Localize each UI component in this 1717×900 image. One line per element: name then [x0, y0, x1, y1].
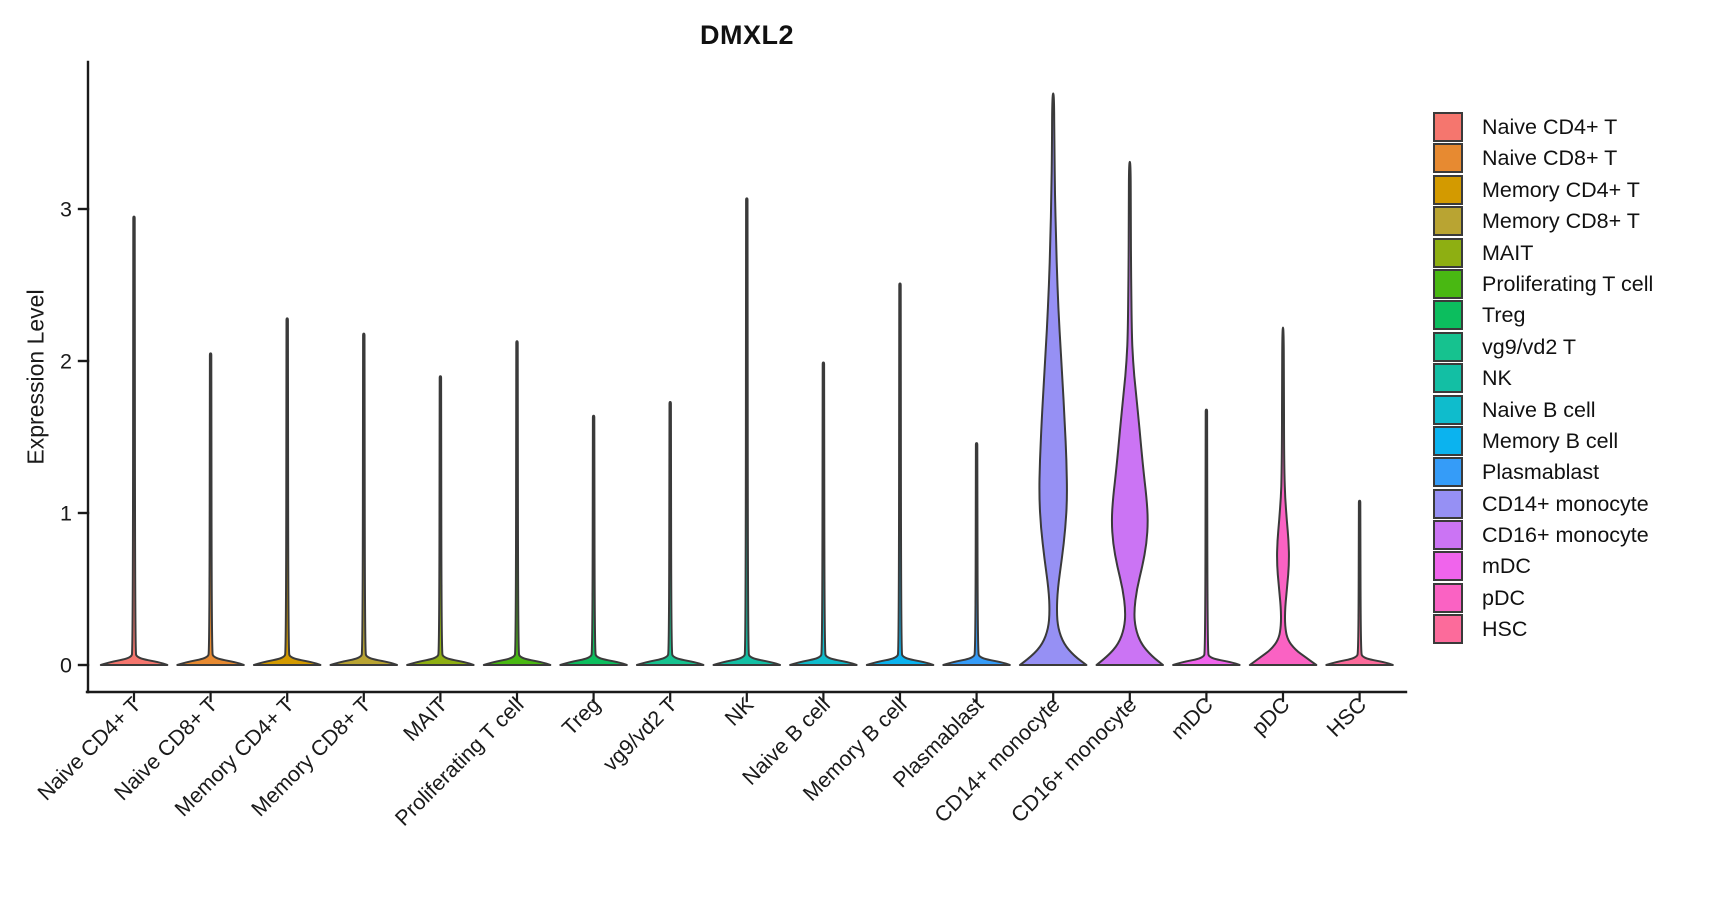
legend-label: mDC	[1482, 554, 1531, 579]
legend-label: CD16+ monocyte	[1482, 523, 1649, 548]
y-tick-label: 1	[60, 502, 72, 526]
legend-label: Treg	[1482, 303, 1526, 328]
legend-swatch	[1433, 331, 1463, 362]
legend-label: HSC	[1482, 617, 1528, 642]
violin-naive-b-cell	[789, 361, 858, 666]
legend-label: NK	[1482, 366, 1512, 391]
legend-swatch	[1433, 206, 1463, 237]
x-tick-label: HSC	[1322, 693, 1371, 742]
y-tick-label: 0	[60, 654, 72, 678]
legend-item: CD16+ monocyte	[1433, 520, 1653, 551]
legend-label: Naive B cell	[1482, 397, 1596, 422]
legend-item: Memory CD4+ T	[1433, 174, 1653, 205]
violin-memory-cd8-t	[329, 332, 398, 666]
legend-item: vg9/vd2 T	[1433, 331, 1653, 362]
violin-plasmablast	[942, 442, 1011, 666]
violin-treg	[559, 414, 628, 666]
legend-label: vg9/vd2 T	[1482, 334, 1577, 359]
violin-memory-cd4-t	[252, 317, 322, 666]
legend-item: HSC	[1433, 614, 1653, 645]
legend-item: Memory CD8+ T	[1433, 206, 1653, 237]
violin-proliferating-t-cell	[482, 340, 552, 666]
y-tick-label: 2	[60, 350, 72, 374]
legend-swatch	[1433, 582, 1463, 613]
legend-swatch	[1433, 268, 1463, 299]
legend-swatch	[1433, 614, 1463, 645]
legend-item: Naive B cell	[1433, 394, 1653, 425]
legend-swatch	[1433, 174, 1463, 205]
legend-label: Plasmablast	[1482, 460, 1600, 485]
legend-item: NK	[1433, 363, 1653, 394]
legend-item: Memory B cell	[1433, 425, 1653, 456]
x-tick-label: vg9/vd2 T	[598, 693, 681, 776]
x-tick-label: NK	[720, 692, 759, 731]
legend-swatch	[1433, 237, 1463, 268]
legend-swatch	[1433, 112, 1463, 142]
x-tick-label: mDC	[1166, 693, 1218, 745]
x-tick-label: Treg	[557, 693, 605, 741]
legend-label: CD14+ monocyte	[1482, 491, 1649, 516]
legend-swatch	[1433, 300, 1463, 331]
legend-swatch	[1433, 488, 1463, 519]
x-tick-label: MAIT	[399, 693, 452, 746]
violin-hsc	[1325, 499, 1394, 666]
legend-label: Naive CD4+ T	[1482, 115, 1618, 139]
legend-label: Naive CD8+ T	[1482, 146, 1618, 171]
legend-label: MAIT	[1482, 240, 1534, 265]
violin-pdc	[1248, 326, 1318, 666]
legend-item: Naive CD8+ T	[1433, 143, 1653, 174]
legend-label: Memory B cell	[1482, 428, 1619, 453]
legend-label: Memory CD8+ T	[1482, 209, 1640, 234]
legend-item: Naive CD4+ T	[1433, 112, 1653, 142]
violin-memory-b-cell	[865, 282, 935, 666]
x-tick-label: pDC	[1247, 693, 1294, 740]
legend-item: Proliferating T cell	[1433, 268, 1654, 299]
violin-cd14-monocyte	[1018, 92, 1088, 666]
legend-item: pDC	[1433, 582, 1653, 613]
legend-swatch	[1433, 363, 1463, 394]
legend-item: mDC	[1433, 551, 1653, 582]
violin-nk	[712, 197, 781, 666]
legend-swatch	[1433, 551, 1463, 582]
x-tick-label: Proliferating T cell	[390, 693, 528, 831]
legend-swatch	[1433, 520, 1463, 551]
violin-cd16-monocyte	[1095, 160, 1164, 666]
legend-item: Treg	[1433, 300, 1653, 331]
y-tick-label: 3	[60, 198, 72, 222]
legend: Naive CD4+ T Naive CD8+ T Memory CD4+ T Mem…	[1433, 112, 1653, 646]
violin-naive-cd4-t	[99, 215, 169, 666]
legend-label: pDC	[1482, 585, 1526, 610]
violin-mait	[406, 375, 475, 666]
violin-mdc	[1172, 408, 1241, 666]
legend-item: Plasmablast	[1433, 457, 1653, 488]
legend-swatch	[1433, 394, 1463, 425]
legend-item: CD14+ monocyte	[1433, 488, 1653, 519]
violin-naive-cd8-t	[176, 352, 245, 666]
chart-title: DMXL2	[699, 20, 794, 50]
legend-item: MAIT	[1433, 237, 1653, 268]
legend-swatch	[1433, 425, 1463, 456]
legend-swatch	[1433, 143, 1463, 174]
violin-vg9-vd2-t	[635, 401, 705, 666]
legend-label: Memory CD4+ T	[1482, 177, 1640, 202]
legend-swatch	[1433, 457, 1463, 488]
legend-label: Proliferating T cell	[1482, 271, 1654, 296]
